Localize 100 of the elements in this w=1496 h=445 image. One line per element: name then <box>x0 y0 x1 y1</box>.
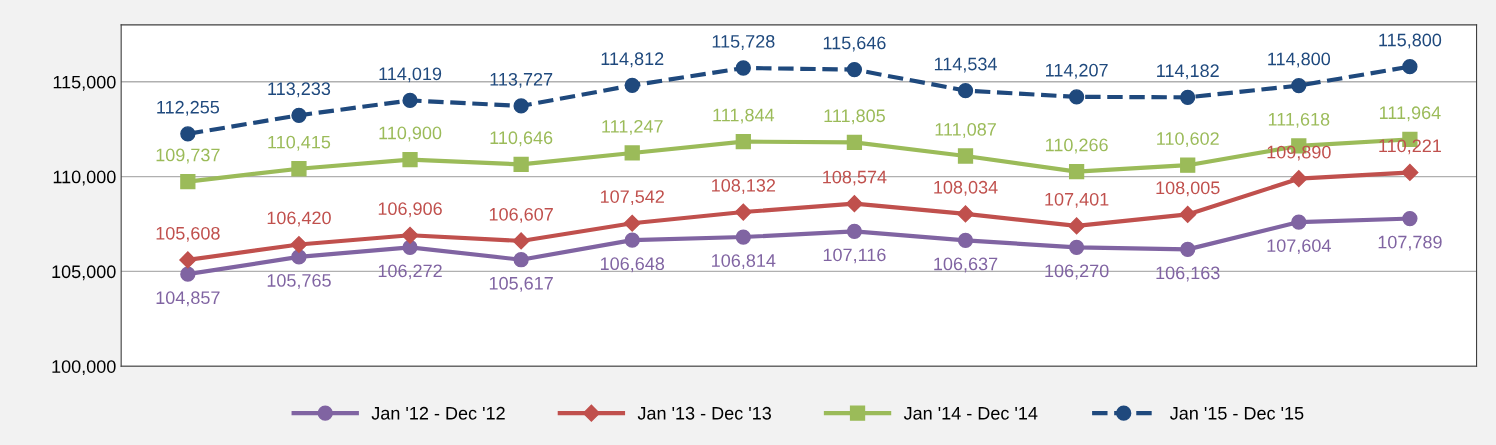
data-label: 111,805 <box>824 109 885 125</box>
data-label: 111,618 <box>1268 112 1330 128</box>
data-label: 113,233 <box>268 82 331 98</box>
point <box>180 173 196 190</box>
point <box>1401 163 1419 181</box>
point <box>291 249 307 265</box>
data-label: 110,266 <box>1046 138 1108 154</box>
data-label: 107,542 <box>600 190 664 206</box>
point <box>179 251 197 269</box>
point <box>513 98 529 114</box>
point <box>956 205 975 223</box>
data-label: 114,019 <box>379 67 442 83</box>
point <box>1068 163 1085 180</box>
point <box>957 232 974 249</box>
data-label: 105,617 <box>489 276 553 292</box>
point <box>846 223 863 239</box>
data-label: 113,727 <box>490 72 553 88</box>
point <box>1402 210 1418 227</box>
point <box>512 232 530 250</box>
legend-label: Jan '14 - Dec '14 <box>903 407 1038 420</box>
y-tick-label: 105,000 <box>52 265 116 281</box>
data-label: 106,272 <box>378 264 442 280</box>
point <box>624 232 640 248</box>
y-tick-label: 115,000 <box>53 75 116 91</box>
point <box>402 92 418 109</box>
point <box>624 145 640 161</box>
point <box>290 235 308 254</box>
data-label: 108,034 <box>934 180 998 196</box>
data-label: 115,728 <box>712 34 775 50</box>
point <box>291 107 307 123</box>
data-label: 107,401 <box>1045 192 1109 208</box>
data-label: 106,420 <box>267 211 331 227</box>
point <box>513 156 529 173</box>
point <box>957 83 974 99</box>
point <box>623 214 641 232</box>
data-label: 106,637 <box>934 257 998 273</box>
point <box>1068 89 1085 105</box>
data-label: 106,906 <box>378 202 442 218</box>
point <box>957 148 974 164</box>
data-label: 108,574 <box>823 170 887 186</box>
point <box>1068 217 1086 235</box>
point <box>291 161 307 177</box>
data-label: 107,789 <box>1378 235 1442 251</box>
point <box>734 203 752 221</box>
point <box>1402 58 1418 75</box>
data-label: 107,116 <box>823 248 886 264</box>
point <box>735 60 751 76</box>
data-label: 115,646 <box>823 36 886 52</box>
data-label: 105,765 <box>267 274 331 289</box>
y-tick-label: 100,000 <box>52 360 116 376</box>
legend-label: Jan '15 - Dec '15 <box>1170 407 1304 420</box>
data-label: 106,270 <box>1045 264 1109 280</box>
point <box>1179 205 1197 223</box>
data-label: 106,163 <box>1156 266 1220 282</box>
point <box>846 61 863 78</box>
point <box>1180 89 1196 105</box>
data-label: 110,415 <box>268 135 331 151</box>
data-label: 114,207 <box>1046 63 1108 79</box>
data-label: 110,221 <box>1379 139 1441 155</box>
point <box>735 134 751 150</box>
data-label: 114,800 <box>1268 52 1331 68</box>
data-label: 114,812 <box>601 52 664 68</box>
legend-label: Jan '13 - Dec '13 <box>637 406 771 420</box>
point <box>1180 157 1196 173</box>
data-label: 106,607 <box>489 207 553 223</box>
data-label: 109,737 <box>156 148 220 164</box>
point <box>845 195 863 213</box>
data-label: 110,646 <box>490 131 553 147</box>
data-label: 111,844 <box>713 108 775 124</box>
data-label: 111,247 <box>602 119 663 135</box>
point <box>1291 214 1307 230</box>
data-label: 115,800 <box>1379 33 1442 49</box>
point <box>1180 241 1196 258</box>
point <box>401 226 419 244</box>
data-label: 111,964 <box>1379 106 1441 122</box>
point <box>402 151 418 168</box>
legend-label: Jan '12 - Dec '12 <box>371 406 505 420</box>
data-label: 107,604 <box>1267 239 1331 255</box>
point <box>846 134 863 151</box>
data-label: 109,890 <box>1267 145 1331 161</box>
point <box>1291 77 1307 94</box>
point <box>1290 170 1308 188</box>
point <box>735 229 751 245</box>
data-label: 106,648 <box>600 257 665 273</box>
data-label: 104,857 <box>156 291 220 307</box>
data-label: 106,814 <box>712 254 776 270</box>
data-label: 105,608 <box>156 226 220 242</box>
data-label: 114,534 <box>934 57 997 73</box>
data-label: 108,005 <box>1156 181 1220 197</box>
point <box>180 266 196 282</box>
data-label: 110,900 <box>379 126 442 142</box>
point <box>180 126 196 142</box>
data-label: 108,132 <box>712 179 776 194</box>
y-tick-label: 110,000 <box>53 170 116 186</box>
data-label: 114,182 <box>1157 64 1219 80</box>
data-label: 111,087 <box>935 122 996 138</box>
data-label: 112,255 <box>157 100 220 116</box>
point <box>1068 239 1085 255</box>
point <box>624 77 640 94</box>
point <box>513 252 529 268</box>
